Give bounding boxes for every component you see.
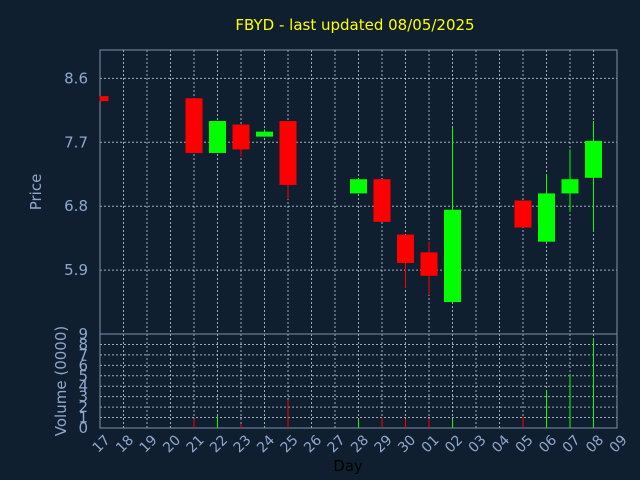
candle-body [279, 121, 297, 185]
x-tick-label: 01 [419, 432, 443, 456]
x-tick-label: 25 [278, 432, 302, 456]
x-tick-label: 08 [583, 432, 607, 456]
x-tick-label: 06 [536, 432, 560, 456]
volume-axis-label: Volume (0000) [52, 326, 70, 436]
x-tick-label: 30 [395, 432, 419, 456]
x-tick-label: 02 [442, 432, 466, 456]
x-tick-label: 05 [513, 432, 537, 456]
x-tick-label: 04 [489, 432, 513, 456]
x-tick-label: 29 [372, 432, 396, 456]
price-tick-label: 7.7 [64, 133, 88, 151]
x-tick-label: 09 [607, 432, 631, 456]
x-tick-label: 23 [231, 432, 255, 456]
volume-tick-label: 3 [78, 388, 88, 406]
x-tick-label: 22 [207, 432, 231, 456]
candle-body [373, 179, 391, 222]
candle-body [209, 121, 226, 153]
volume-tick-label: 9 [78, 325, 88, 343]
chart-title: FBYD - last updated 08/05/2025 [235, 16, 474, 34]
price-panel: 5.9 6.8 7.7 8.6 [64, 49, 618, 335]
price-tick-label: 5.9 [64, 261, 88, 279]
volume-tick-label: 2 [78, 398, 88, 416]
volume-panel: 17 18 19 20 21 22 23 24 25 26 27 28 29 30 01 02 03 04 05 06… [78, 325, 630, 456]
candle-body [397, 234, 414, 263]
candle-body [561, 179, 579, 194]
price-tick-label: 8.6 [64, 69, 88, 87]
x-axis-label: Day [333, 457, 363, 475]
candle-body [538, 193, 555, 242]
volume-tick-label: 7 [78, 346, 88, 364]
candle-body [514, 200, 532, 228]
candle-body [232, 124, 250, 150]
x-tick-label: 03 [466, 432, 490, 456]
price-axis-label: Price [27, 174, 45, 211]
price-tick-label: 6.8 [64, 197, 88, 215]
x-tick-label: 07 [560, 432, 584, 456]
x-tick-label: 18 [113, 432, 137, 456]
x-tick-label: 27 [325, 432, 349, 456]
x-tick-label: 21 [184, 432, 208, 456]
x-tick-label: 24 [254, 432, 278, 456]
volume-tick-label: 0 [78, 419, 88, 437]
candle-body [420, 252, 438, 276]
candle-body [256, 131, 273, 137]
volume-tick-label: 5 [78, 367, 88, 385]
volume-tick-label: 4 [78, 377, 88, 395]
candle-body [585, 140, 602, 178]
x-tick-label: 20 [160, 432, 184, 456]
x-tick-label: 26 [301, 432, 325, 456]
candle-body [444, 209, 461, 303]
candle-body [100, 96, 109, 102]
x-tick-label: 19 [137, 432, 161, 456]
x-tick-label: 17 [90, 432, 114, 456]
volume-tick-label: 8 [78, 335, 88, 353]
x-tick-label: 28 [348, 432, 372, 456]
candle-body [185, 98, 203, 153]
volume-plot-border [99, 333, 618, 429]
volume-tick-label: 1 [78, 409, 88, 427]
volume-tick-label: 6 [78, 356, 88, 374]
candle-body [350, 179, 367, 194]
